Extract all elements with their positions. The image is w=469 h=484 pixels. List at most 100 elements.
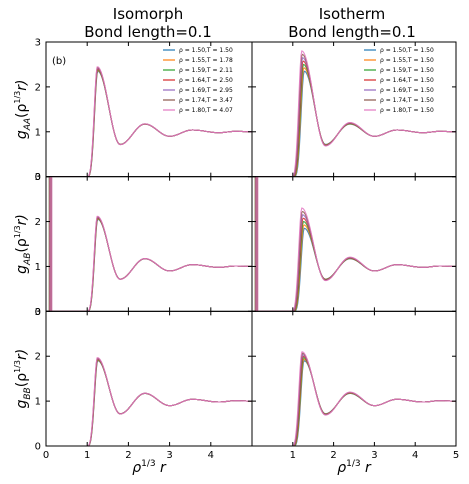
panel-r1-c0: 0 1 2 3 xyxy=(35,172,253,318)
y-axis-label: gAB(ρ1/3r) xyxy=(13,214,33,274)
panel-frame xyxy=(45,310,253,447)
plot-area xyxy=(46,357,252,447)
col-title-isomorph-line1: Isomorph xyxy=(113,5,183,23)
series-line-0 xyxy=(46,360,252,447)
legend-label: ρ = 1.50,T = 1.50 xyxy=(179,47,233,54)
series-line-6 xyxy=(46,215,252,312)
legend-label: ρ = 1.69,T = 2.95 xyxy=(179,87,233,94)
series-line-1 xyxy=(46,218,252,312)
panel-r1-c1 xyxy=(251,176,457,312)
series-line-4 xyxy=(46,216,252,312)
x-tick-label: 4 xyxy=(412,450,418,461)
panel-frame xyxy=(251,310,457,447)
series-line-6 xyxy=(252,50,456,177)
series-line-4 xyxy=(252,56,456,177)
panel-frame xyxy=(251,176,457,312)
y-tick-label: 1 xyxy=(35,397,41,408)
y-tick-label: 2 xyxy=(35,352,41,363)
legend-label: ρ = 1.80,T = 1.50 xyxy=(380,107,434,114)
legend-label: ρ = 1.74,T = 3.47 xyxy=(179,97,233,104)
y-tick-label: 0 xyxy=(35,172,41,183)
y-tick-label: 0 xyxy=(35,442,41,453)
y-tick-label: 1 xyxy=(35,262,41,273)
x-tick-label: 1 xyxy=(84,450,90,461)
legend-label: ρ = 1.69,T = 1.50 xyxy=(380,87,434,94)
x-axis-label: ρ1/3 r xyxy=(132,459,167,476)
bond-spike-6 xyxy=(255,176,259,312)
x-tick-label: 2 xyxy=(330,450,336,461)
x-tick-label: 5 xyxy=(453,450,459,461)
legend: ρ = 1.50,T = 1.50 ρ = 1.55,T = 1.78 ρ = 1.… xyxy=(163,47,233,114)
series-line-3 xyxy=(252,217,456,312)
series-line-1 xyxy=(46,359,252,447)
plot-area xyxy=(46,66,252,177)
series-line-3 xyxy=(252,355,456,447)
x-tick-label: 1 xyxy=(290,450,296,461)
y-tick-label: 3 xyxy=(35,38,41,49)
x-tick-label: 4 xyxy=(208,450,214,461)
y-tick-label: 3 xyxy=(35,172,41,183)
series-line-2 xyxy=(46,359,252,447)
legend-label: ρ = 1.64,T = 2.50 xyxy=(179,77,233,84)
y-axis-label: gBB(ρ1/3r) xyxy=(13,349,33,409)
series-line-6 xyxy=(46,66,252,177)
series-line-5 xyxy=(252,210,456,312)
series-line-4 xyxy=(46,67,252,177)
legend-label: ρ = 1.64,T = 1.50 xyxy=(380,77,434,84)
series-line-6 xyxy=(46,357,252,447)
legend-label: ρ = 1.59,T = 2.11 xyxy=(179,67,233,74)
legend-label: ρ = 1.55,T = 1.50 xyxy=(380,57,434,64)
series-line-3 xyxy=(46,358,252,447)
legend: ρ = 1.50,T = 1.50 ρ = 1.55,T = 1.50 ρ = 1.… xyxy=(364,47,434,114)
plot-area xyxy=(252,351,456,447)
legend-label: ρ = 1.50,T = 1.50 xyxy=(380,47,434,54)
series-line-4 xyxy=(252,214,456,312)
plot-area xyxy=(252,50,456,177)
x-tick-label: 3 xyxy=(166,450,172,461)
series-line-2 xyxy=(46,68,252,177)
series-line-0 xyxy=(252,360,456,447)
plot-area xyxy=(46,176,252,312)
series-line-3 xyxy=(46,217,252,312)
series-line-1 xyxy=(252,224,456,312)
series-line-5 xyxy=(252,352,456,447)
panel-r0-c1: ρ = 1.50,T = 1.50 ρ = 1.55,T = 1.50 ρ = 1.… xyxy=(251,41,457,178)
x-tick-label: 0 xyxy=(43,450,49,461)
col-title-isotherm-line2: Bond length=0.1 xyxy=(288,23,416,41)
panel-frame xyxy=(45,176,253,312)
series-line-0 xyxy=(252,227,456,312)
y-axis-label: gAA(ρ1/3r) xyxy=(13,79,33,139)
panel-r2-c1: 1 2 3 4 5 xyxy=(251,310,459,461)
bond-spike-6 xyxy=(49,176,53,312)
x-axis-label: ρ1/3 r xyxy=(337,459,372,476)
series-line-2 xyxy=(252,220,456,312)
col-title-isotherm-line1: Isotherm xyxy=(319,5,386,23)
y-tick-label: 0 xyxy=(35,307,41,318)
series-line-3 xyxy=(46,68,252,177)
series-line-6 xyxy=(252,351,456,447)
legend-label: ρ = 1.55,T = 1.78 xyxy=(179,57,233,64)
y-tick-label: 3 xyxy=(35,307,41,318)
plot-area xyxy=(252,176,456,312)
legend-label: ρ = 1.80,T = 4.07 xyxy=(179,107,233,114)
y-tick-label: 2 xyxy=(35,82,41,93)
series-line-2 xyxy=(46,217,252,312)
col-title-isomorph-line2: Bond length=0.1 xyxy=(84,23,212,41)
series-line-1 xyxy=(252,67,456,177)
panel-tag: (b) xyxy=(52,56,66,67)
legend-label: ρ = 1.74,T = 1.50 xyxy=(380,97,434,104)
y-tick-label: 2 xyxy=(35,217,41,228)
y-tick-label: 1 xyxy=(35,127,41,138)
series-line-0 xyxy=(46,218,252,312)
series-line-1 xyxy=(252,358,456,447)
series-line-5 xyxy=(46,216,252,312)
series-line-4 xyxy=(252,354,456,447)
x-tick-label: 2 xyxy=(125,450,131,461)
axis-labels-group: gAA(ρ1/3r) gAB(ρ1/3r) gBB(ρ1/3r) ρ1/3 r ρ1/3… xyxy=(13,79,372,476)
legend-label: ρ = 1.59,T = 1.50 xyxy=(380,67,434,74)
x-tick-label: 3 xyxy=(371,450,377,461)
